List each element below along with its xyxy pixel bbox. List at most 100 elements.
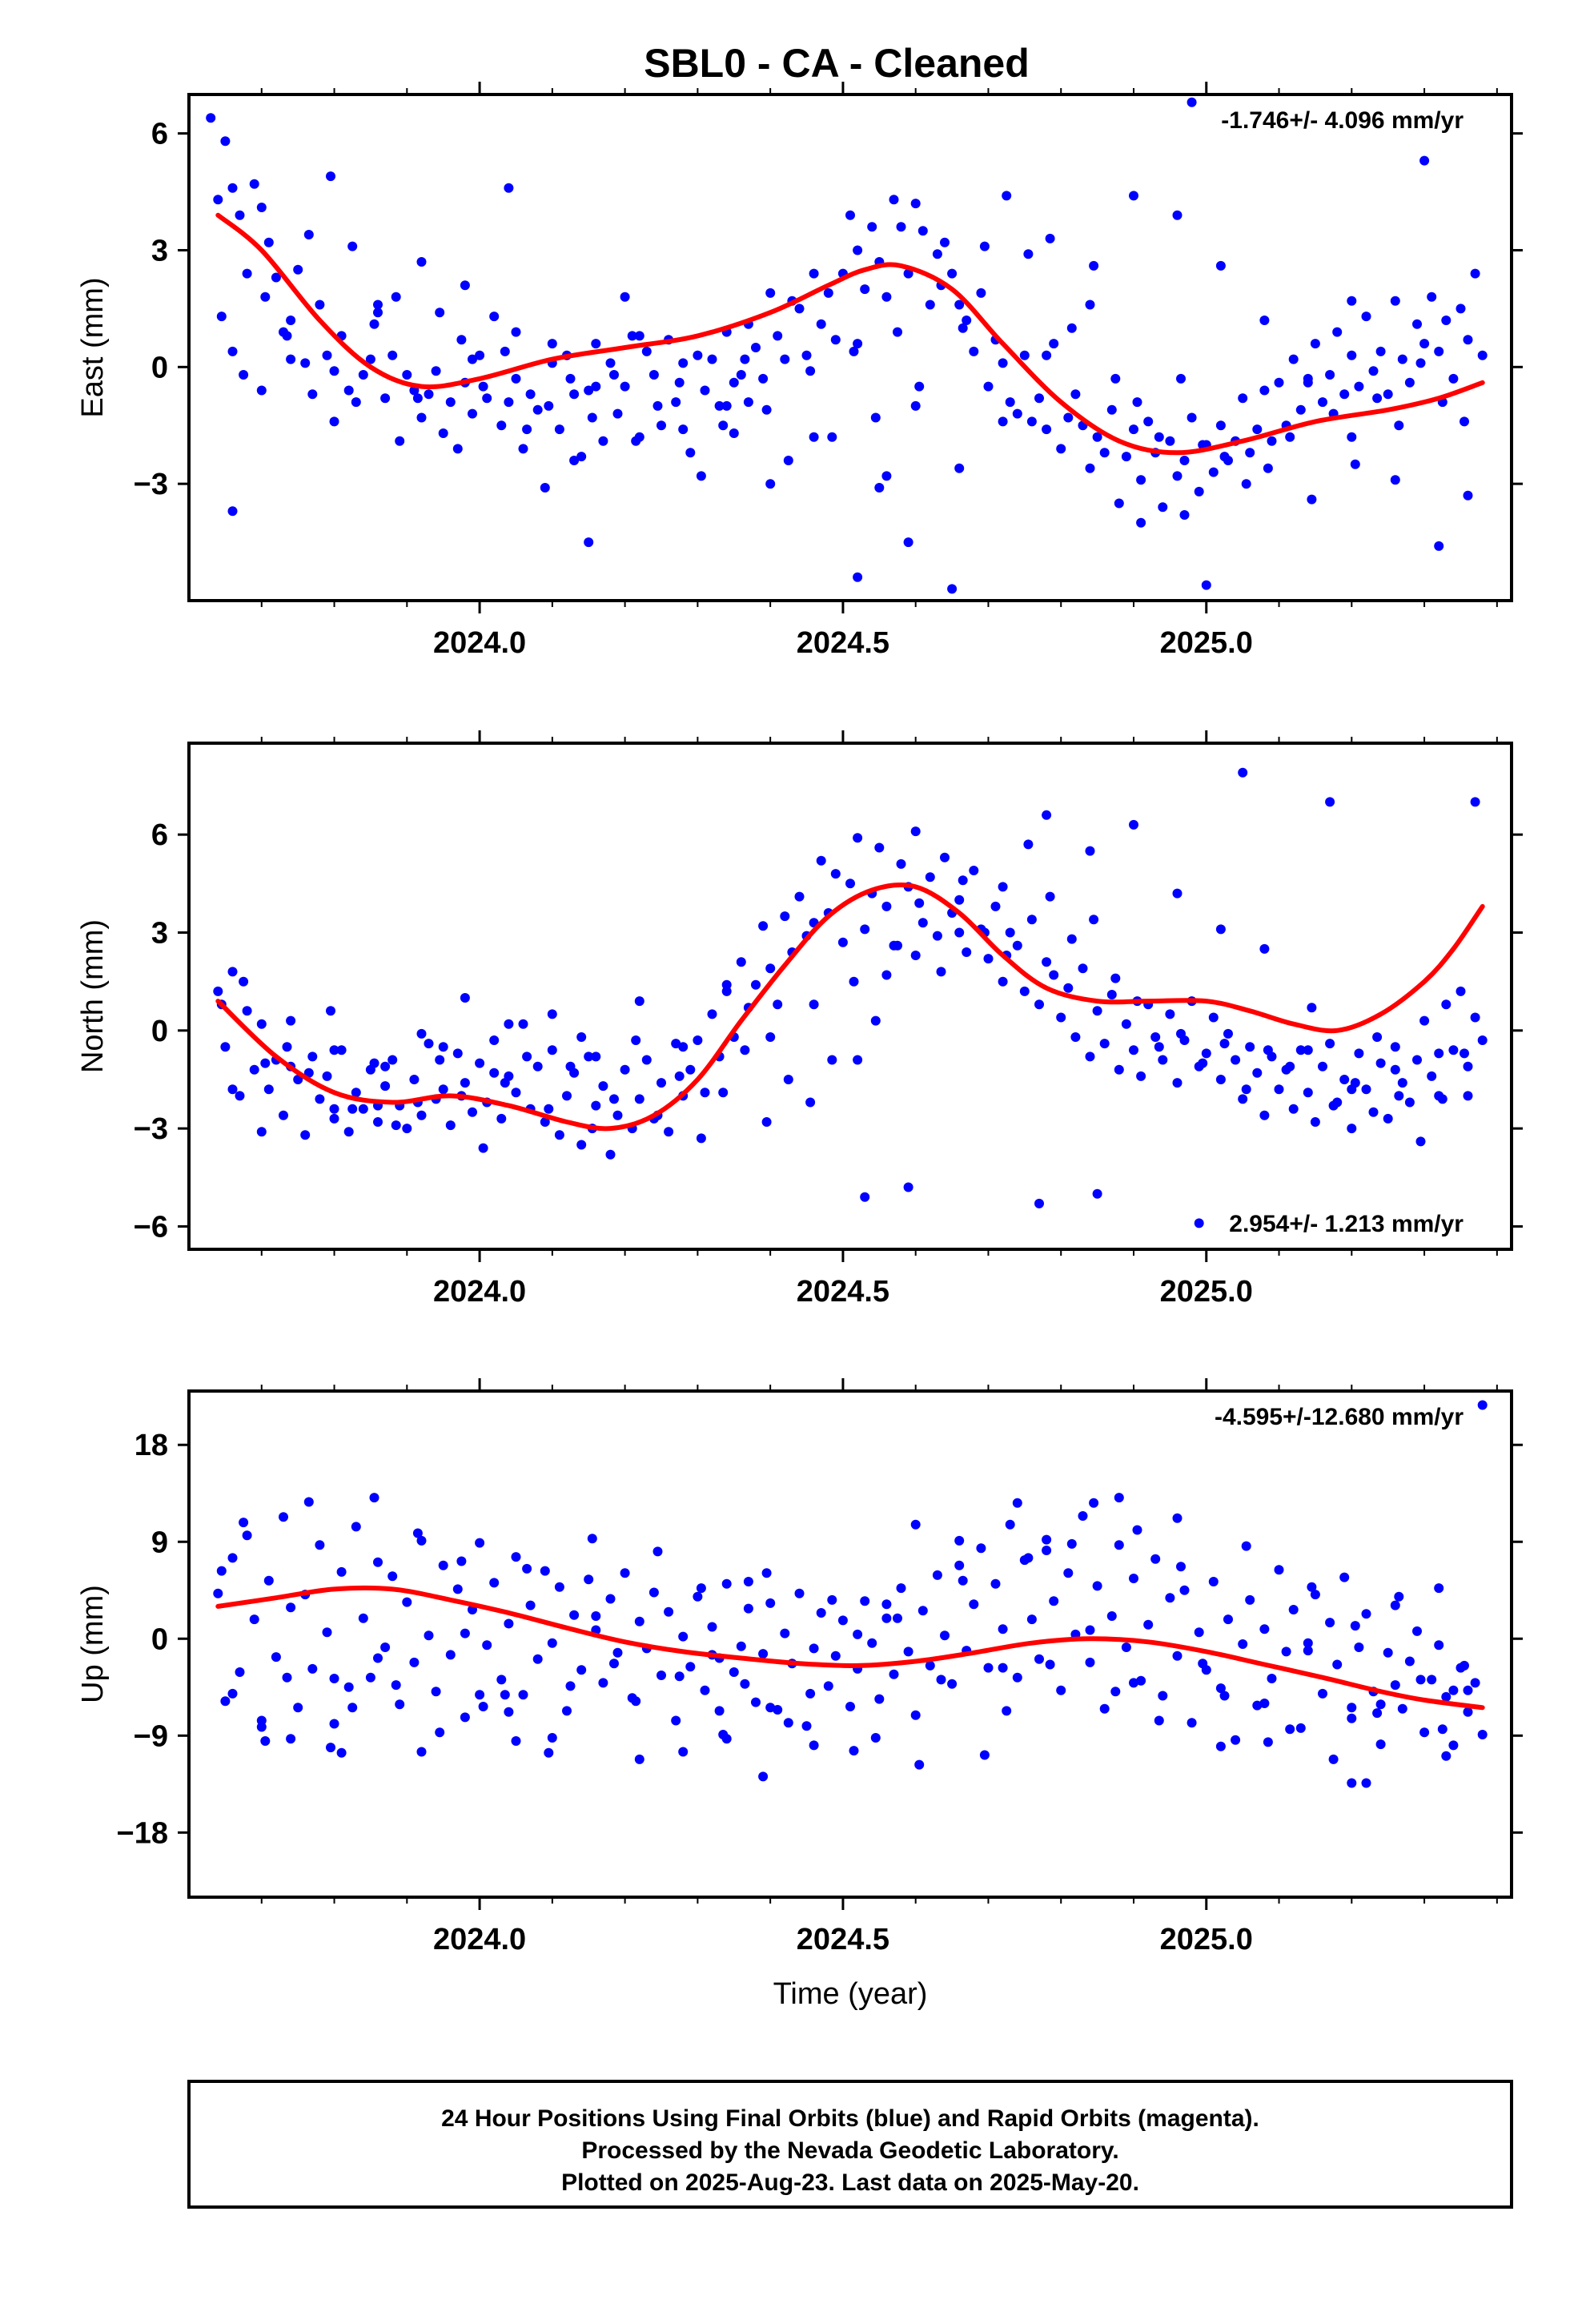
north-data-point <box>1390 1064 1400 1075</box>
up-data-point <box>849 1746 859 1756</box>
east-data-point <box>1158 502 1168 513</box>
north-data-point <box>783 1075 793 1084</box>
east-data-point <box>1070 389 1081 400</box>
up-data-point <box>743 1603 753 1614</box>
up-data-point <box>587 1534 597 1544</box>
up-data-point <box>700 1685 710 1695</box>
up-x-tick-label: 2024.5 <box>797 1923 889 1956</box>
up-data-point <box>940 1630 950 1641</box>
up-data-point <box>220 1696 231 1707</box>
up-data-point <box>1231 1735 1241 1745</box>
east-data-point <box>1172 210 1182 220</box>
east-data-point <box>1419 155 1430 166</box>
east-data-point <box>1303 377 1313 388</box>
up-data-point <box>365 1672 375 1683</box>
east-data-point <box>1085 300 1095 310</box>
north-data-point <box>990 901 1001 911</box>
up-data-point <box>954 1560 965 1570</box>
up-data-point <box>1034 1654 1044 1664</box>
north-data-point <box>213 986 223 996</box>
north-data-point <box>1114 1064 1124 1075</box>
north-data-point <box>1307 1003 1317 1013</box>
north-data-point <box>1078 963 1088 974</box>
north-data-point <box>1238 767 1248 778</box>
north-data-point <box>1448 1045 1459 1055</box>
up-data-point <box>522 1563 532 1574</box>
north-data-point <box>707 1009 717 1019</box>
north-data-point <box>347 1104 358 1114</box>
north-data-point <box>903 1182 913 1192</box>
up-data-point <box>634 1754 644 1764</box>
east-data-point <box>587 412 597 423</box>
up-data-point <box>456 1556 467 1566</box>
up-data-point <box>1136 1675 1146 1686</box>
up-data-point <box>1012 1498 1022 1508</box>
up-data-point <box>1158 1691 1168 1701</box>
east-data-point <box>445 397 456 408</box>
east-data-point <box>1238 393 1248 404</box>
east-data-point <box>322 350 332 360</box>
east-data-point <box>402 370 412 380</box>
north-data-point <box>1241 1084 1251 1095</box>
east-data-point <box>315 300 325 310</box>
east-data-point <box>1005 397 1015 408</box>
east-data-point <box>256 203 267 212</box>
up-data-point <box>336 1566 347 1577</box>
north-data-point <box>1397 1078 1407 1088</box>
east-data-point <box>1172 471 1182 481</box>
north-data-point <box>1092 1006 1102 1016</box>
north-data-point <box>1089 915 1099 925</box>
east-data-point <box>707 354 717 364</box>
east-data-point <box>910 400 921 411</box>
north-data-point <box>794 891 805 902</box>
north-data-point <box>1158 1055 1168 1065</box>
east-data-point <box>329 366 339 376</box>
north-data-point <box>227 967 238 977</box>
up-data-point <box>496 1675 507 1685</box>
up-data-point <box>605 1594 616 1604</box>
east-data-point <box>591 381 601 392</box>
north-data-point <box>547 1009 557 1019</box>
north-data-point <box>1106 990 1117 999</box>
up-data-point <box>271 1652 281 1663</box>
east-data-point <box>540 483 550 493</box>
east-data-point <box>805 366 816 376</box>
up-data-point <box>1285 1724 1295 1735</box>
up-data-point <box>612 1647 623 1658</box>
up-data-point <box>845 1702 855 1711</box>
east-data-point <box>1427 292 1437 302</box>
north-data-point <box>315 1094 325 1104</box>
north-plot-frame <box>187 742 1513 1251</box>
north-data-point <box>1042 957 1052 967</box>
up-data-point <box>1390 1680 1400 1691</box>
north-data-point <box>827 1055 837 1065</box>
up-data-point <box>979 1750 990 1760</box>
east-data-point <box>532 404 543 415</box>
north-data-point <box>969 866 979 875</box>
north-data-point <box>1325 1039 1335 1049</box>
north-data-point <box>874 842 885 853</box>
up-data-point <box>554 1582 564 1592</box>
north-data-point <box>1390 1042 1400 1052</box>
east-data-point <box>780 354 790 364</box>
up-data-point <box>998 1624 1008 1634</box>
north-data-point <box>1245 1042 1255 1052</box>
up-data-point <box>1404 1656 1415 1667</box>
up-data-point <box>1350 1621 1360 1631</box>
up-data-point <box>671 1715 681 1726</box>
north-data-point <box>489 1068 500 1078</box>
up-data-point <box>565 1681 576 1691</box>
up-data-point <box>1347 1713 1357 1723</box>
north-data-point <box>1019 986 1030 996</box>
east-data-point <box>271 272 281 283</box>
up-data-point <box>1129 1574 1138 1583</box>
east-data-point <box>870 412 881 423</box>
up-data-point <box>1394 1591 1404 1602</box>
north-data-point <box>605 1149 616 1160</box>
up-data-point <box>424 1630 434 1641</box>
up-data-point <box>1470 1678 1480 1688</box>
east-data-point <box>1042 350 1052 360</box>
up-data-point <box>1241 1541 1251 1551</box>
up-data-point <box>598 1678 608 1688</box>
up-data-point <box>445 1650 456 1660</box>
